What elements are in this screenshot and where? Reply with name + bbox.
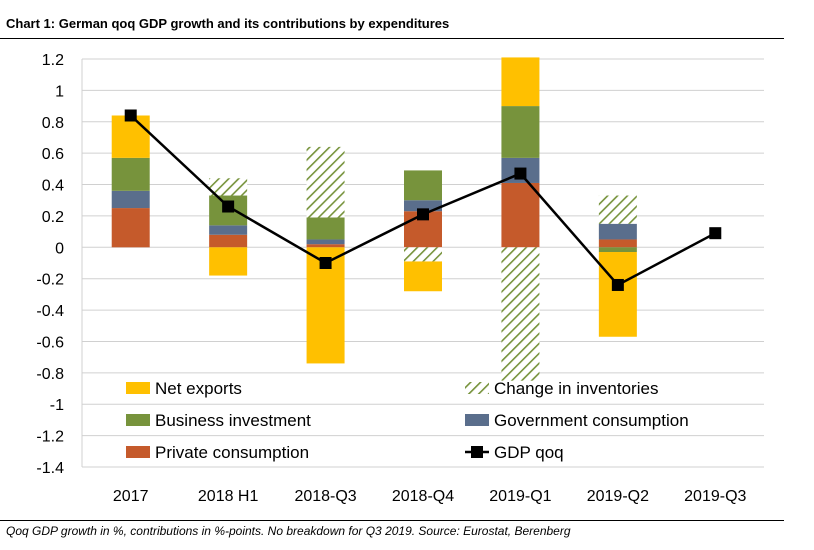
y-tick-label: -0.6 (36, 334, 64, 351)
bar-private-2 (306, 244, 345, 248)
legend-label-inventories: Change in inventories (494, 379, 658, 398)
legend-swatch-inventories (465, 382, 489, 394)
legend-marker-gdp (471, 446, 483, 458)
bar-business-5 (598, 247, 637, 253)
legend-swatch-business (126, 414, 150, 426)
gdp-contributions-chart: 1.2 1 0.8 0.6 0.4 0.2 0 -0.2 -0.4 -0.6 -0.8 -1 -1.2 -… (36, 52, 764, 505)
y-tick-label: -1.2 (36, 429, 64, 446)
chart-title: Chart 1: German qoq GDP growth and its c… (6, 16, 450, 31)
x-tick-label: 2018-Q4 (392, 488, 454, 505)
legend-label-netexports: Net exports (155, 379, 242, 398)
bar-private-4 (501, 182, 540, 248)
bar-netexports-1 (209, 247, 248, 276)
y-tick-label: 0.2 (42, 209, 64, 226)
gdp-marker-2 (319, 257, 332, 269)
gdp-marker-3 (417, 208, 429, 221)
bar-inventories-5 (598, 195, 637, 224)
bar-netexports-3 (404, 261, 442, 292)
y-tick-label: 1.2 (42, 52, 64, 69)
y-tick-label: -0.4 (36, 303, 64, 320)
y-tick-label: 1 (55, 83, 64, 100)
top-divider (0, 38, 784, 39)
y-tick-label: -0.8 (36, 366, 64, 383)
legend-item-government: Government consumption (465, 411, 689, 430)
bar-inventories-2 (306, 146, 345, 218)
legend-item-gdp: GDP qoq (465, 443, 564, 462)
bar-inventories-1 (209, 178, 248, 196)
legend-item-private: Private consumption (126, 443, 309, 462)
gdp-marker-4 (514, 167, 527, 180)
y-tick-label: 0.6 (42, 146, 64, 163)
y-tick-label: 0.8 (42, 115, 64, 132)
bar-business-2 (306, 217, 345, 240)
bar-netexports-4 (501, 57, 540, 107)
bar-netexports-5 (598, 252, 637, 337)
legend-label-gdp: GDP qoq (494, 443, 564, 462)
bar-private-0 (111, 208, 150, 248)
legend-item-inventories: Change in inventories (465, 379, 658, 398)
x-tick-label: 2017 (113, 488, 149, 505)
legend-swatch-government (465, 414, 489, 426)
bar-netexports-0 (111, 115, 150, 158)
bar-private-5 (598, 239, 637, 248)
gdp-marker-1 (222, 200, 235, 213)
bar-business-0 (111, 157, 150, 191)
legend-swatch-netexports (126, 382, 150, 394)
bar-government-3 (404, 200, 442, 212)
x-tick-label: 2019-Q3 (684, 488, 746, 505)
x-tick-label: 2019-Q2 (587, 488, 649, 505)
legend-label-government: Government consumption (494, 411, 689, 430)
gdp-marker-6 (709, 227, 722, 240)
y-tick-label: -0.2 (36, 272, 64, 289)
bar-business-4 (501, 106, 540, 158)
gdp-marker-5 (611, 278, 624, 291)
legend-label-business: Business investment (155, 411, 311, 430)
x-tick-label: 2018-Q3 (294, 488, 356, 505)
legend-item-business: Business investment (126, 411, 311, 430)
bar-government-2 (306, 239, 345, 245)
legend-item-netexports: Net exports (126, 379, 242, 398)
bar-business-3 (404, 170, 442, 201)
y-tick-label: -1 (50, 397, 64, 414)
bar-inventories-3 (404, 247, 442, 262)
chart-footnote: Qoq GDP growth in %, contributions in %-… (6, 524, 571, 538)
bar-government-0 (111, 190, 150, 209)
legend-label-private: Private consumption (155, 443, 309, 462)
y-tick-label: 0.4 (42, 178, 64, 195)
bar-private-1 (209, 234, 248, 248)
y-tick-label: 0 (55, 240, 64, 257)
bar-government-1 (209, 225, 248, 235)
legend-swatch-private (126, 446, 150, 458)
x-tick-label: 2018 H1 (198, 488, 259, 505)
bar-inventories-4 (501, 247, 540, 381)
bar-government-5 (598, 223, 637, 240)
bottom-divider (0, 520, 784, 521)
x-tick-label: 2019-Q1 (489, 488, 551, 505)
gdp-marker-0 (124, 109, 137, 122)
y-tick-label: -1.4 (36, 460, 64, 477)
